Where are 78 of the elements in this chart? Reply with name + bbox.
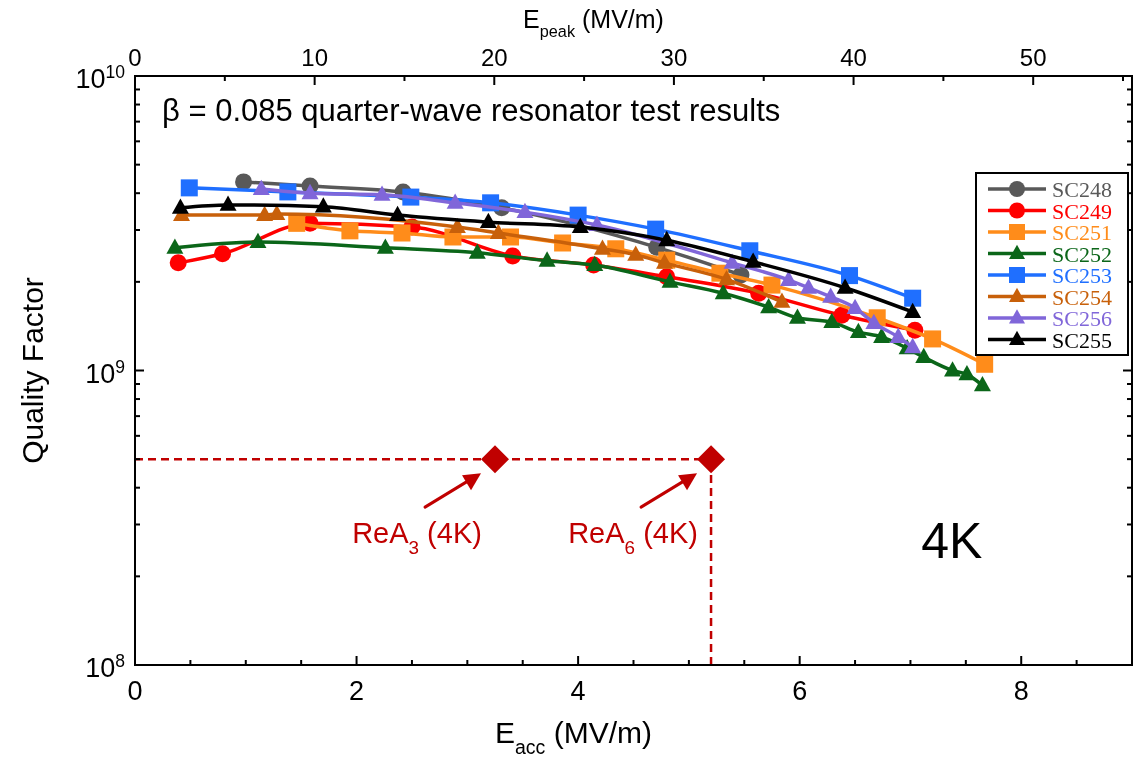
point [481, 445, 510, 474]
annotation: ReA$_{3}$ (4K) [352, 517, 482, 558]
x2-tick-label: 30 [660, 44, 688, 71]
x2-tick-label: 20 [480, 44, 508, 71]
point [915, 347, 933, 364]
point [800, 278, 818, 294]
y-tick-label: 10$^{9}$ [85, 356, 125, 389]
x-tick-label: 8 [1013, 676, 1029, 706]
point [593, 239, 611, 255]
point [904, 289, 922, 307]
point [166, 238, 184, 254]
point [389, 205, 407, 222]
point [627, 245, 645, 261]
point [235, 173, 253, 191]
point [468, 243, 486, 259]
point [393, 224, 411, 242]
point [714, 283, 732, 300]
point [718, 269, 736, 286]
point [780, 270, 798, 286]
x2-tick-label: 50 [1019, 44, 1047, 71]
point [889, 327, 907, 343]
point [873, 327, 891, 343]
point [171, 198, 189, 214]
x2-axis-title: E$_{peak}$ (MV/m) [523, 5, 664, 40]
point [301, 183, 319, 200]
point [697, 445, 726, 474]
point [256, 205, 274, 222]
text: β = 0.085 quarter-wave resonator test results [162, 93, 781, 128]
point [788, 308, 806, 324]
point [760, 297, 778, 314]
point [773, 292, 791, 308]
point [823, 312, 841, 329]
point [849, 322, 867, 339]
x2-tick-label: 10 [301, 44, 328, 71]
annotation: ReA$_{6}$ (4K) [568, 517, 698, 558]
point [288, 214, 306, 232]
x-tick-label: 0 [127, 676, 143, 706]
point [763, 276, 781, 294]
point [516, 202, 534, 219]
point [836, 278, 854, 294]
y-tick-label: 10$^{10}$ [75, 62, 126, 94]
point [180, 179, 198, 197]
point [846, 298, 864, 314]
point [489, 223, 507, 239]
point [373, 185, 391, 201]
annotation: 4K [921, 513, 983, 570]
point [958, 365, 976, 381]
point [169, 254, 187, 272]
point [571, 217, 589, 233]
x-tick-label: 6 [792, 676, 808, 706]
point [841, 267, 859, 285]
point [249, 232, 267, 248]
y-axis-title: Quality Factor [16, 277, 49, 464]
point [252, 179, 270, 196]
point [822, 287, 840, 303]
point [976, 355, 994, 373]
point [904, 302, 922, 318]
x-tick-label: 4 [570, 676, 586, 706]
point [924, 330, 942, 348]
point [341, 222, 359, 240]
point [904, 337, 922, 354]
x2-tick-label: 0 [128, 44, 142, 71]
point [479, 212, 497, 229]
point [944, 361, 962, 377]
point [446, 193, 464, 209]
x2-tick-label: 40 [840, 44, 867, 71]
point [314, 197, 332, 213]
y-tick-label: 10$^{8}$ [85, 651, 125, 683]
point [376, 238, 394, 254]
point [658, 230, 676, 247]
point [538, 251, 556, 267]
x-tick-label: 2 [349, 676, 365, 706]
point [219, 195, 237, 211]
point [973, 376, 991, 392]
point [744, 252, 762, 268]
point [661, 272, 679, 288]
x-axis-title: E$_{acc}$ (MV/m) [494, 716, 653, 758]
point [214, 245, 232, 263]
